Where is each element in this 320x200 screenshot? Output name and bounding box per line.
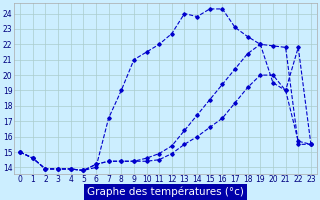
- X-axis label: Graphe des températures (°c): Graphe des températures (°c): [87, 187, 244, 197]
